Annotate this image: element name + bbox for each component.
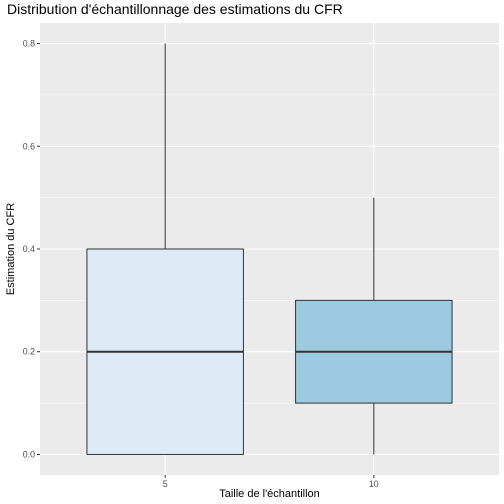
box-5 bbox=[86, 43, 244, 455]
box-layer bbox=[86, 43, 453, 455]
y-axis-label: Estimation du CFR bbox=[5, 203, 17, 295]
y-tick-label: 0.2 bbox=[23, 347, 35, 357]
box-10 bbox=[295, 197, 453, 455]
axis-ticks: 0.0 0.2 0.4 0.6 0.8 5 10 bbox=[23, 39, 379, 489]
y-tick-label: 0.6 bbox=[23, 141, 35, 151]
chart-title: Distribution d'échantillonnage des estim… bbox=[7, 1, 343, 17]
y-tick-label: 0.4 bbox=[23, 244, 35, 254]
x-axis-label: Taille de l'échantillon bbox=[219, 488, 320, 500]
y-tick-label: 0.8 bbox=[23, 39, 35, 49]
x-tick-label: 5 bbox=[163, 479, 168, 489]
x-tick-label: 10 bbox=[369, 479, 379, 489]
y-tick-label: 0.0 bbox=[23, 449, 35, 459]
